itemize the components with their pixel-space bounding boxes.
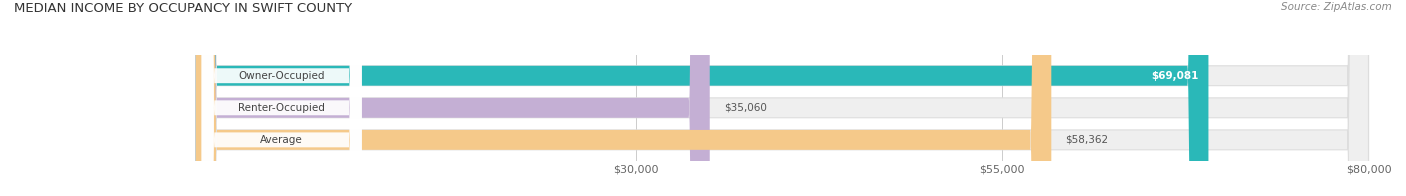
FancyBboxPatch shape — [195, 0, 1368, 196]
Text: $35,060: $35,060 — [724, 103, 766, 113]
FancyBboxPatch shape — [201, 0, 361, 196]
Text: Owner-Occupied: Owner-Occupied — [239, 71, 325, 81]
Text: Average: Average — [260, 135, 304, 145]
FancyBboxPatch shape — [195, 0, 1052, 196]
FancyBboxPatch shape — [195, 0, 1368, 196]
FancyBboxPatch shape — [195, 0, 710, 196]
Text: Renter-Occupied: Renter-Occupied — [238, 103, 325, 113]
Text: $69,081: $69,081 — [1152, 71, 1199, 81]
FancyBboxPatch shape — [195, 0, 1368, 196]
Text: Source: ZipAtlas.com: Source: ZipAtlas.com — [1281, 2, 1392, 12]
Text: MEDIAN INCOME BY OCCUPANCY IN SWIFT COUNTY: MEDIAN INCOME BY OCCUPANCY IN SWIFT COUN… — [14, 2, 352, 15]
FancyBboxPatch shape — [195, 0, 1208, 196]
Text: $58,362: $58,362 — [1066, 135, 1108, 145]
FancyBboxPatch shape — [201, 0, 361, 196]
FancyBboxPatch shape — [201, 0, 361, 196]
